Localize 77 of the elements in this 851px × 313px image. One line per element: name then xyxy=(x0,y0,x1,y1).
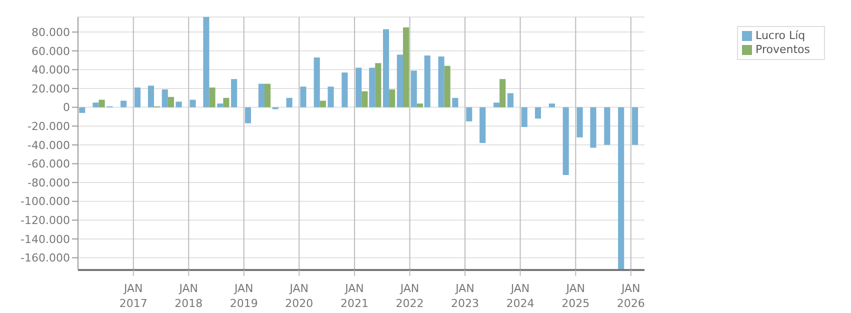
bar xyxy=(168,96,174,108)
bar xyxy=(507,93,514,108)
y-tick-label: -60.000 xyxy=(28,158,70,171)
bar xyxy=(493,102,500,108)
bar xyxy=(286,98,292,108)
bar xyxy=(217,104,224,108)
y-tick-label: -40.000 xyxy=(28,138,70,152)
y-tick-label: -160.000 xyxy=(20,252,70,265)
bar xyxy=(362,91,368,108)
bar xyxy=(438,56,444,108)
y-tick-label: 40.000 xyxy=(32,64,70,77)
bar xyxy=(375,63,382,108)
bar xyxy=(92,102,99,108)
x-tick-label: JAN 2017 xyxy=(119,282,148,310)
bar xyxy=(176,102,182,108)
y-tick-label: 60.000 xyxy=(32,44,70,58)
x-tick-label: JAN 2020 xyxy=(285,282,314,310)
bar xyxy=(134,88,141,108)
bar xyxy=(444,66,450,108)
legend-label: Lucro Líq xyxy=(756,29,806,42)
bar xyxy=(410,70,417,108)
bar xyxy=(562,107,569,176)
x-tick-label: JAN 2026 xyxy=(616,282,645,310)
x-tick-label: JAN 2024 xyxy=(506,282,534,310)
x-tick-label: JAN 2021 xyxy=(340,282,369,310)
bar xyxy=(328,86,334,108)
bar xyxy=(244,107,252,124)
bar xyxy=(342,72,348,108)
bar xyxy=(320,100,326,108)
y-tick-label: -100.000 xyxy=(20,195,70,208)
bar xyxy=(120,100,127,108)
x-tick-label: JAN 2022 xyxy=(396,282,424,310)
bar xyxy=(389,89,396,108)
bar xyxy=(396,54,403,108)
legend-label: Proventos xyxy=(756,43,810,56)
bar xyxy=(480,107,486,144)
y-tick-label: 80.000 xyxy=(32,26,70,39)
bar xyxy=(264,84,271,108)
bar xyxy=(300,86,306,108)
y-tick-label: 20.000 xyxy=(32,82,70,96)
bar xyxy=(223,98,230,108)
bar xyxy=(79,107,86,113)
bar xyxy=(590,107,596,148)
y-tick-label: 0 xyxy=(63,101,70,114)
bar xyxy=(618,107,624,270)
bar xyxy=(258,84,264,108)
bar xyxy=(500,79,506,108)
bar xyxy=(231,79,238,108)
bar xyxy=(452,98,458,108)
bar xyxy=(98,100,105,108)
y-tick-label: -140.000 xyxy=(20,232,70,246)
bar xyxy=(521,107,528,128)
x-tick-label: JAN 2018 xyxy=(174,282,203,310)
bar xyxy=(416,104,423,108)
x-tick-label: JAN 2019 xyxy=(230,282,258,310)
bar xyxy=(148,86,154,108)
y-tick-label: -80.000 xyxy=(28,176,70,190)
bar xyxy=(548,104,555,108)
bar xyxy=(369,68,376,108)
bar xyxy=(534,107,542,119)
y-tick-label: -20.000 xyxy=(28,120,70,134)
bar xyxy=(209,88,216,108)
y-tick-label: -120.000 xyxy=(20,214,70,228)
bar xyxy=(190,100,196,108)
bar xyxy=(356,68,362,108)
bar xyxy=(382,29,390,108)
bar xyxy=(576,107,583,138)
bar xyxy=(203,17,210,108)
bar xyxy=(466,107,472,122)
x-tick-label: JAN 2025 xyxy=(562,282,590,310)
bar xyxy=(402,27,410,108)
bar xyxy=(604,107,610,145)
x-tick-label: JAN 2023 xyxy=(451,282,480,310)
bar xyxy=(314,57,320,108)
bar xyxy=(632,107,638,145)
bar xyxy=(162,89,168,108)
bar xyxy=(424,56,430,108)
